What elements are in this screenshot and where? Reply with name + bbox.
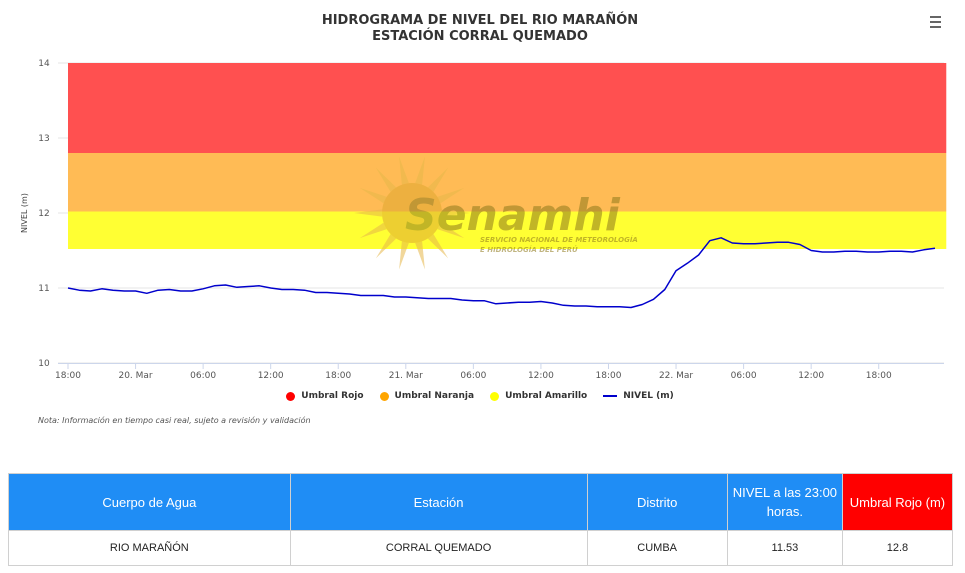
header-nivel: NIVEL a las 23:00 horas.: [726, 473, 843, 531]
y-tick-label: 12: [38, 209, 49, 219]
legend-line-icon: [603, 395, 618, 397]
y-tick-label: 11: [38, 284, 49, 294]
legend-label: Umbral Naranja: [394, 391, 475, 401]
header-umbral-rojo: Umbral Rojo (m): [841, 473, 954, 531]
table-header-row: Cuerpo de Agua Estación Distrito NIVEL a…: [8, 473, 954, 531]
cell-cuerpo-de-agua: RIO MARAÑÓN: [8, 530, 291, 566]
x-tick-label: 06:00: [460, 371, 486, 381]
chart-title: HIDROGRAMA DE NIVEL DEL RIO MARAÑÓN ESTA…: [0, 13, 960, 45]
legend-label: NIVEL (m): [623, 391, 674, 401]
x-tick-label: 18:00: [325, 371, 351, 381]
cell-estacion: CORRAL QUEMADO: [289, 530, 588, 566]
table-row: RIO MARAÑÓN CORRAL QUEMADO CUMBA 11.53 1…: [8, 530, 954, 566]
x-tick-label: 22. Mar: [659, 371, 693, 381]
cell-distrito: CUMBA: [586, 530, 728, 566]
y-tick-label: 14: [38, 59, 50, 69]
legend-dot-icon: [379, 391, 389, 401]
x-tick-label: 20. Mar: [118, 371, 152, 381]
chart-subtitle: ESTACIÓN CORRAL QUEMADO: [372, 29, 588, 44]
legend-label: Umbral Rojo: [301, 391, 364, 401]
x-tick-label: 06:00: [731, 371, 757, 381]
x-tick-label: 18:00: [55, 371, 81, 381]
series-line-nivel: [67, 237, 936, 309]
svg-text:SERVICIO NACIONAL DE METEOROLO: SERVICIO NACIONAL DE METEOROLOGÍA: [480, 235, 638, 244]
x-tick-label: 12:00: [798, 371, 824, 381]
band-umbral-naranja: [68, 153, 947, 212]
station-table: Cuerpo de Agua Estación Distrito NIVEL a…: [8, 473, 954, 566]
y-tick-label: 13: [38, 134, 49, 144]
chart-title-main: HIDROGRAMA DE NIVEL DEL RIO MARAÑÓN: [321, 13, 639, 28]
y-tick-label: 10: [38, 359, 50, 369]
legend-dot-icon: [286, 391, 296, 401]
band-umbral-rojo: [68, 63, 947, 153]
chart-legend: Umbral Rojo Umbral Naranja Umbral Amarillo…: [0, 391, 960, 401]
hamburger-menu-icon[interactable]: [928, 16, 944, 30]
cell-nivel: 11.53: [726, 530, 843, 566]
band-umbral-amarillo: [68, 211, 947, 249]
header-cuerpo-de-agua: Cuerpo de Agua: [8, 473, 291, 531]
svg-text:E HIDROLOGÍA DEL PERÚ: E HIDROLOGÍA DEL PERÚ: [480, 245, 578, 254]
x-tick-label: 12:00: [258, 371, 284, 381]
svg-text:Senamhi: Senamhi: [405, 190, 621, 241]
chart-note: Nota: Información en tiempo casi real, s…: [38, 416, 311, 425]
x-tick-label: 12:00: [528, 371, 554, 381]
legend-item[interactable]: Umbral Rojo: [286, 391, 364, 401]
header-estacion: Estación: [289, 473, 588, 531]
legend-dot-icon: [490, 391, 500, 401]
x-tick-label: 18:00: [596, 371, 622, 381]
x-tick-label: 06:00: [190, 371, 216, 381]
legend-item[interactable]: Umbral Amarillo: [490, 391, 587, 401]
x-tick-label: 18:00: [866, 371, 892, 381]
header-distrito: Distrito: [586, 473, 728, 531]
cell-umbral-rojo: 12.8: [841, 530, 954, 566]
legend-item[interactable]: Umbral Naranja: [379, 391, 475, 401]
x-tick-label: 21. Mar: [389, 371, 423, 381]
legend-item[interactable]: NIVEL (m): [603, 391, 674, 401]
y-axis-title: NIVEL (m): [20, 193, 29, 233]
legend-label: Umbral Amarillo: [505, 391, 588, 401]
